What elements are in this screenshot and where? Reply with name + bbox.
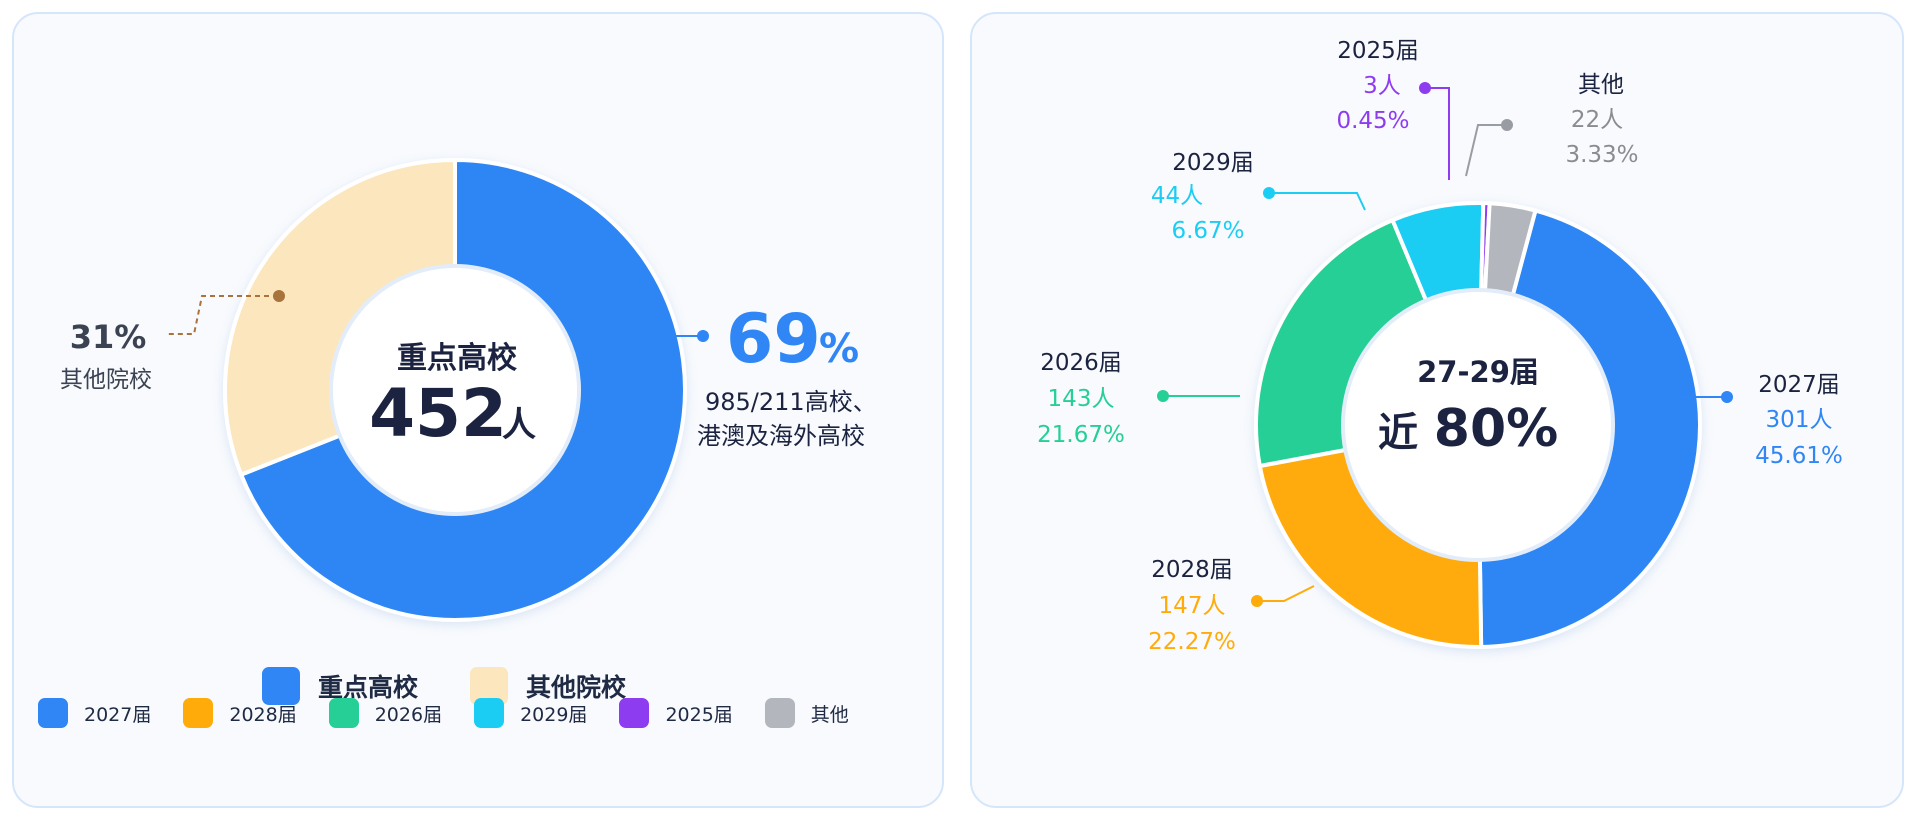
legend-swatch <box>619 698 650 728</box>
label-2027-count: 301人 <box>1766 407 1833 433</box>
legend-item-2028[interactable]: 2028届 <box>183 698 297 728</box>
label-2029-count: 44人 <box>1151 183 1203 209</box>
leader-dot-2029 <box>1263 187 1275 199</box>
right-legend: 2027届 2028届 2026届 2029届 2025届 其他 <box>38 698 881 728</box>
label-2025-percent: 0.45% <box>1336 108 1409 134</box>
legend-label: 2025届 <box>665 703 733 726</box>
main-percent-value: 69 <box>726 300 821 379</box>
label-other-name: 其他 <box>1578 72 1624 98</box>
label-other-percent: 3.33% <box>1565 142 1638 168</box>
leader-dot-2025 <box>1419 82 1431 94</box>
left-donut-hole <box>329 264 581 516</box>
legend-label: 2027届 <box>84 703 152 726</box>
right-center-prefix: 近 <box>1378 410 1418 456</box>
legend-item-2029[interactable]: 2029届 <box>474 698 587 728</box>
leader-dot-2026 <box>1157 390 1169 402</box>
main-callout-dot <box>697 330 709 342</box>
right-donut-hole <box>1341 288 1615 562</box>
legend-swatch <box>764 698 795 728</box>
left-center-count: 452 <box>369 375 507 452</box>
label-2026: 2026届 143人 21.67% <box>1037 350 1125 448</box>
legend-item-2027[interactable]: 2027届 <box>38 698 151 728</box>
label-2029-percent: 6.67% <box>1171 218 1244 244</box>
leader-other <box>1465 124 1506 177</box>
main-callout-desc-1: 985/211高校、 <box>705 388 877 416</box>
leader-2028 <box>1258 585 1315 602</box>
label-2027-percent: 45.61% <box>1755 443 1843 469</box>
label-2026-name: 2026届 <box>1040 350 1122 376</box>
label-2026-count: 143人 <box>1048 386 1115 412</box>
legend-label: 2028届 <box>229 703 297 726</box>
main-percent-sign: % <box>819 326 859 372</box>
label-2027-name: 2027届 <box>1758 372 1840 398</box>
legend-item-other[interactable]: 其他 <box>764 698 849 728</box>
label-other-count: 22人 <box>1571 107 1623 133</box>
label-2028-percent: 22.27% <box>1148 629 1236 655</box>
leader-dot-other <box>1501 119 1513 131</box>
other-percent: 31% <box>70 318 147 356</box>
label-other: 其他 22人 3.33% <box>1565 72 1638 168</box>
legend-swatch <box>328 698 359 728</box>
leader-2025 <box>1425 87 1450 180</box>
label-2029-name: 2029届 <box>1172 150 1254 176</box>
legend-label: 2026届 <box>374 703 443 726</box>
legend-label: 重点高校 <box>318 673 419 702</box>
legend-label: 其他院校 <box>526 673 627 702</box>
left-center-title: 重点高校 <box>397 341 517 376</box>
legend-label: 2029届 <box>520 703 588 726</box>
legend-item-2025[interactable]: 2025届 <box>619 698 733 728</box>
other-callout-line <box>168 295 278 335</box>
label-2029: 2029届 44人 6.67% <box>1151 150 1254 244</box>
leader-dot-2027 <box>1721 391 1733 403</box>
other-callout-dot <box>273 290 285 302</box>
legend-item-2026[interactable]: 2026届 <box>328 698 443 728</box>
label-2026-percent: 21.67% <box>1037 422 1125 448</box>
legend-item-key-universities[interactable]: 重点高校 <box>262 667 418 705</box>
leader-dot-2028 <box>1251 595 1263 607</box>
legend-swatch <box>183 698 214 728</box>
label-2028-count: 147人 <box>1159 593 1226 619</box>
right-center-title: 27-29届 <box>1417 355 1539 389</box>
left-center-unit: 人 <box>502 405 536 445</box>
legend-swatch <box>474 698 505 728</box>
legend-label: 其他 <box>810 703 849 726</box>
label-2025-name: 2025届 <box>1337 38 1419 64</box>
legend-swatch <box>262 667 300 705</box>
label-2028-name: 2028届 <box>1151 557 1233 583</box>
label-2025-count: 3人 <box>1363 73 1401 99</box>
legend-swatch <box>38 698 68 728</box>
label-2028: 2028届 147人 22.27% <box>1148 557 1236 655</box>
right-center-value: 80% <box>1434 399 1558 459</box>
leader-2029 <box>1270 192 1366 211</box>
main-callout-desc-2: 港澳及海外高校 <box>697 422 865 450</box>
other-label: 其他院校 <box>60 367 152 393</box>
label-2027: 2027届 301人 45.61% <box>1755 372 1843 469</box>
label-2025: 2025届 3人 0.45% <box>1336 38 1418 134</box>
